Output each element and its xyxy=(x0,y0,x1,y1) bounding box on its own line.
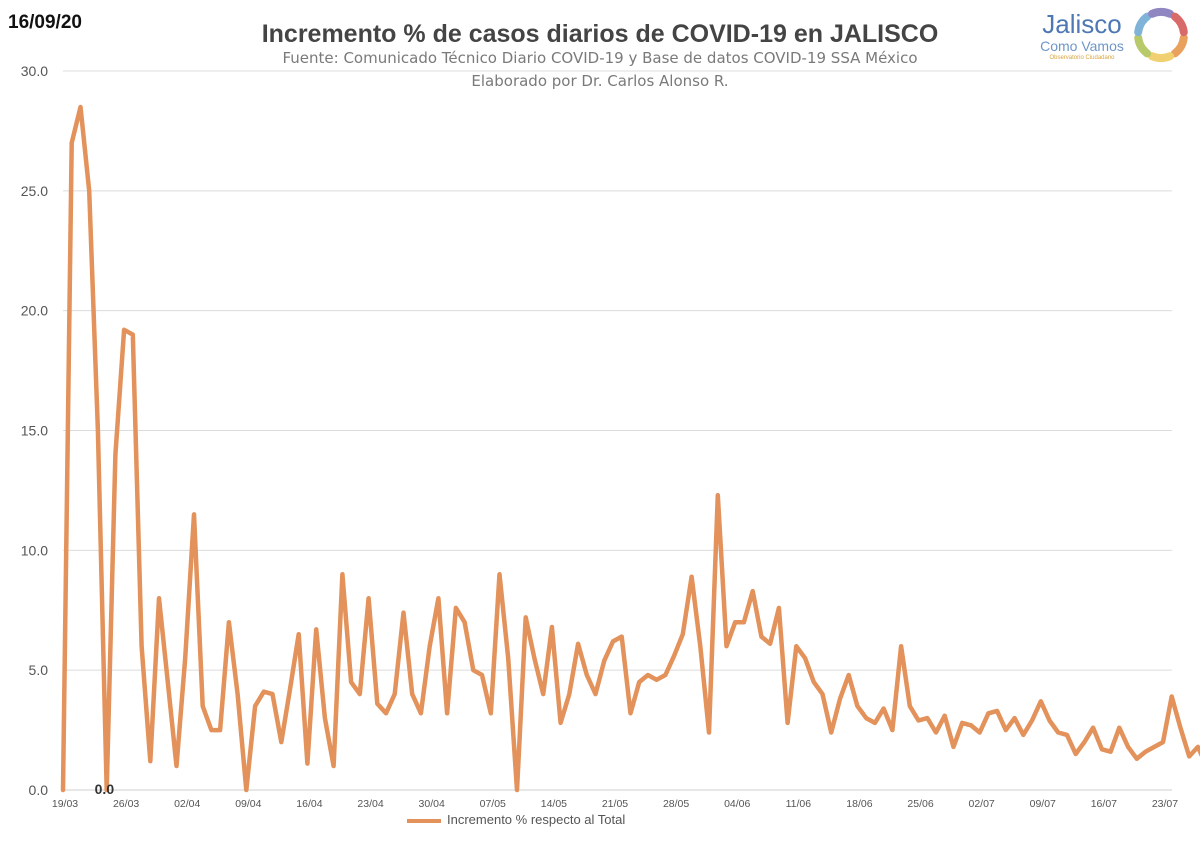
x-tick-label: 16/04 xyxy=(296,798,322,810)
x-tick-label: 23/04 xyxy=(357,798,383,810)
logo-sub: Como Vamos xyxy=(1040,38,1124,54)
legend-label: Incremento % respecto al Total xyxy=(447,812,626,827)
y-tick-label: 20.0 xyxy=(21,303,48,319)
x-tick-label: 02/07 xyxy=(969,798,995,810)
logo-tagline: Observatorio Ciudadano xyxy=(1049,55,1115,61)
x-tick-label: 21/05 xyxy=(602,798,628,810)
chart-subtitle-source: Fuente: Comunicado Técnico Diario COVID-… xyxy=(282,49,918,67)
x-tick-label: 07/05 xyxy=(480,798,506,810)
x-tick-label: 02/04 xyxy=(174,798,200,810)
x-tick-label: 19/03 xyxy=(52,798,78,810)
x-tick-label: 26/03 xyxy=(113,798,139,810)
x-tick-label: 09/04 xyxy=(235,798,261,810)
logo-ring-segment xyxy=(1170,12,1188,37)
x-tick-label: 16/07 xyxy=(1091,798,1117,810)
chart-subtitle-author: Elaborado por Dr. Carlos Alonso R. xyxy=(471,72,729,90)
y-tick-label: 15.0 xyxy=(21,423,48,439)
y-tick-label: 0.0 xyxy=(29,782,49,798)
logo-ring-segment xyxy=(1148,8,1174,18)
legend-swatch xyxy=(407,819,441,823)
y-tick-label: 30.0 xyxy=(21,63,48,79)
y-tick-label: 25.0 xyxy=(21,183,48,199)
x-tick-label: 28/05 xyxy=(663,798,689,810)
jalisco-como-vamos-logo: Jalisco Como Vamos Observatorio Ciudadan… xyxy=(1030,2,1200,64)
y-tick-label: 5.0 xyxy=(29,662,49,678)
date-stamp: 16/09/20 xyxy=(8,12,82,33)
x-tick-label: 23/07 xyxy=(1152,798,1178,810)
logo-ring-segment xyxy=(1148,52,1174,62)
logo-ring-segment xyxy=(1134,12,1152,37)
logo-ring-segment xyxy=(1170,33,1188,58)
logo-ring-segment xyxy=(1134,33,1152,58)
x-tick-label: 11/06 xyxy=(786,798,812,810)
x-tick-label: 09/07 xyxy=(1030,798,1056,810)
data-label: 0.0 xyxy=(95,781,115,797)
x-tick-label: 04/06 xyxy=(724,798,750,810)
x-tick-label: 14/05 xyxy=(541,798,567,810)
x-tick-label: 25/06 xyxy=(907,798,933,810)
x-tick-label: 30/04 xyxy=(419,798,445,810)
ring-logo-icon xyxy=(1134,8,1188,62)
logo-name: Jalisco xyxy=(1042,9,1122,39)
x-tick-label: 18/06 xyxy=(846,798,872,810)
series-line xyxy=(60,104,1200,793)
y-tick-label: 10.0 xyxy=(21,542,48,558)
chart-title: Incremento % de casos diarios de COVID-1… xyxy=(261,20,939,48)
